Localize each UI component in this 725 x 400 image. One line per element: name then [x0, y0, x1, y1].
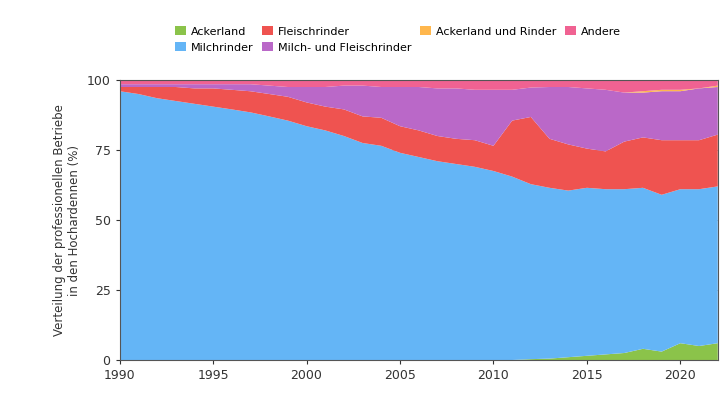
Legend: Ackerland, Milchrinder, Fleischrinder, Milch- und Fleischrinder, Ackerland und R: Ackerland, Milchrinder, Fleischrinder, M… — [173, 24, 623, 55]
Y-axis label: Verteilung der professionellen Betriebe
in den Hochardennen (%): Verteilung der professionellen Betriebe … — [53, 104, 81, 336]
